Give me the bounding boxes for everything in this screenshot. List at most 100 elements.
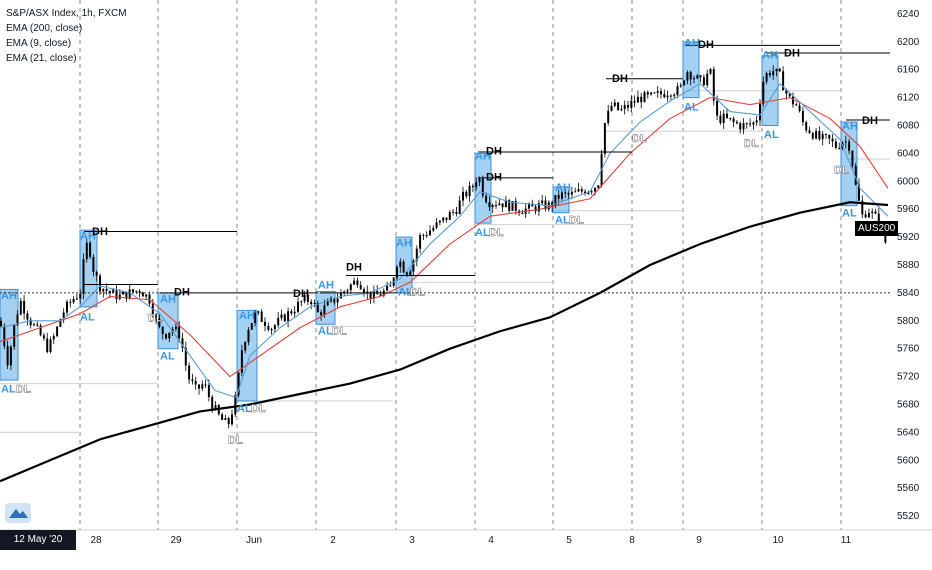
candle-body-88 [290, 311, 293, 314]
candle-body-68 [224, 418, 227, 420]
candle-body-175 [577, 189, 580, 192]
candle-body-240 [792, 96, 794, 105]
annotation-ah-27: AH [555, 182, 571, 194]
candle-body-250 [825, 134, 827, 136]
y-tick-label-15: 5640 [897, 427, 920, 438]
candle-body-115 [379, 294, 382, 296]
ema-lines [0, 83, 889, 483]
annotation-ah-35: AH [762, 49, 778, 61]
candle-body-244 [805, 122, 808, 131]
candle-body-81 [267, 325, 270, 330]
candle-body-232 [765, 73, 768, 82]
candle-body-53 [174, 326, 177, 329]
candle-body-87 [287, 311, 290, 322]
candle-body-51 [168, 332, 171, 339]
candle-body-125 [412, 260, 415, 272]
candle-body-11 [36, 324, 39, 326]
candle-body-209 [689, 72, 692, 80]
candle-body-72 [237, 372, 240, 396]
candle-body-253 [834, 141, 837, 149]
tradingview-logo-icon[interactable] [5, 503, 31, 523]
candle-body-152 [501, 203, 504, 208]
candle-body-124 [409, 271, 412, 275]
candle-body-128 [422, 235, 425, 237]
candle-body-21 [69, 301, 72, 303]
chart-legend: S&P/ASX Index, 1h, FXCM EMA (200, close)… [6, 6, 127, 66]
time-axis[interactable]: 28 29 Jun 2 3 4 5 8 9 10 11 [0, 529, 932, 550]
y-tick-label-14: 5680 [897, 399, 920, 410]
candle-body-235 [775, 68, 778, 72]
candle-body-23 [75, 298, 78, 300]
candle-body-218 [719, 115, 722, 124]
annotation-al-9: AL [160, 351, 175, 363]
session-gridlines [79, 0, 842, 530]
candle-body-9 [29, 319, 32, 326]
annotation-dl-13: DL [228, 434, 243, 446]
candle-body-214 [706, 73, 709, 86]
candle-body-189 [623, 105, 626, 110]
candle-body-25 [82, 259, 85, 294]
candle-body-41 [135, 290, 138, 292]
candle-body-55 [181, 338, 184, 348]
range-box-10 [840, 121, 858, 207]
candle-body-146 [481, 178, 484, 196]
candle-body-212 [699, 75, 702, 78]
candle-body-57 [188, 365, 191, 380]
candle-body-112 [369, 291, 372, 299]
candle-body-208 [686, 72, 689, 81]
candle-body-104 [343, 291, 346, 293]
candle-body-230 [759, 103, 761, 121]
candle-body-79 [260, 311, 263, 322]
candle-body-58 [191, 379, 194, 382]
candle-body-133 [438, 220, 441, 223]
y-tick-label-11: 5800 [897, 316, 920, 327]
candle-body-163 [537, 203, 540, 212]
white-level-lines [0, 90, 890, 433]
candle-body-134 [442, 217, 445, 221]
candle-body-259 [854, 165, 857, 185]
candle-body-135 [445, 217, 448, 220]
annotation-al-37: AL [764, 129, 779, 141]
annotation-ah-15: AH [318, 280, 334, 292]
candle-body-117 [386, 285, 389, 291]
candle-body-93 [306, 294, 309, 302]
y-tick-label-17: 5560 [897, 483, 920, 494]
annotation-al-42: AL [842, 208, 857, 220]
candle-body-19 [62, 312, 65, 320]
candle-body-172 [567, 192, 570, 195]
annotation-dl-41: DL [834, 164, 849, 176]
candle-body-60 [198, 384, 200, 389]
legend-symbol[interactable]: S&P/ASX Index, 1h, FXCM [6, 8, 127, 19]
candle-body-43 [141, 292, 144, 297]
candle-body-147 [485, 195, 488, 203]
range-box-4 [315, 291, 336, 325]
annotation-dh-14: DH [293, 288, 309, 300]
legend-ema21[interactable]: EMA (21, close) [6, 53, 77, 64]
candle-body-168 [554, 195, 557, 207]
candle-body-90 [297, 301, 299, 312]
candle-body-183 [603, 123, 606, 154]
candle-body-120 [396, 266, 398, 278]
annotation-al-16: AL [318, 326, 333, 338]
candle-body-132 [435, 222, 438, 228]
candle-body-97 [320, 312, 323, 316]
candle-body-38 [125, 291, 128, 299]
candle-body-173 [570, 191, 573, 195]
candle-body-76 [250, 323, 253, 330]
price-axis[interactable]: 6240 6200 6160 6120 6080 6040 6000 5960 5920 5880… [890, 0, 932, 550]
candle-body-155 [511, 201, 514, 211]
candle-body-78 [257, 311, 260, 313]
range-box-3 [236, 309, 258, 402]
legend-ema9[interactable]: EMA (9, close) [6, 38, 72, 49]
candle-body-75 [247, 329, 250, 343]
candle-body-226 [745, 123, 748, 125]
candle-body-17 [56, 326, 59, 336]
candle-body-50 [165, 334, 167, 339]
x-tick-label-2: Jun [246, 535, 262, 546]
candle-body-242 [798, 105, 801, 112]
candle-body-201 [663, 94, 666, 98]
legend-ema200[interactable]: EMA (200, close) [6, 23, 83, 34]
candle-body-236 [778, 68, 781, 72]
candle-body-91 [300, 301, 303, 303]
